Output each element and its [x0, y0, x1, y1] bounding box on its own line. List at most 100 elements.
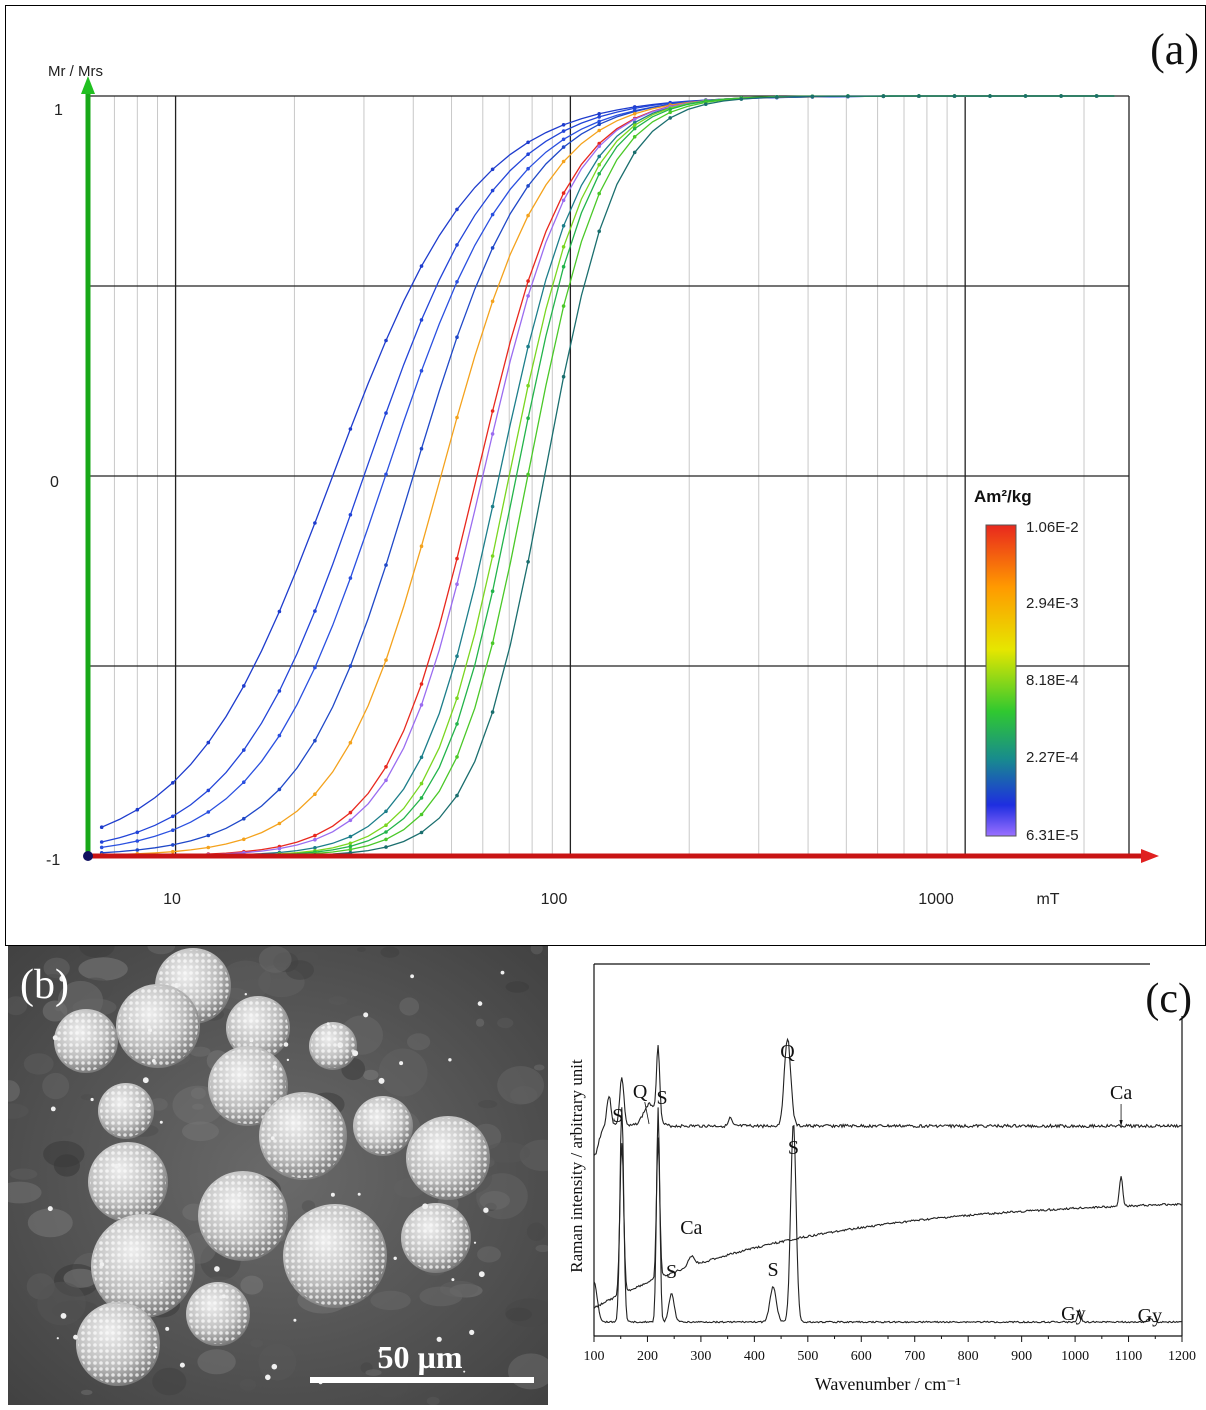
data-point — [455, 335, 459, 340]
spectrum-top — [593, 1037, 1183, 1156]
matrix-grain — [44, 974, 61, 981]
matrix-grain — [477, 1246, 501, 1263]
data-point — [206, 810, 211, 814]
colorbar-label: 2.94E-3 — [1026, 595, 1079, 612]
spectra — [593, 1037, 1183, 1324]
matrix-grain — [79, 946, 115, 958]
x-tick-label: 800 — [958, 1349, 979, 1364]
data-point — [348, 810, 353, 815]
y-axis-label: Raman intensity / arbitrary unit — [567, 1059, 586, 1273]
loose-microcrystal — [469, 1329, 475, 1335]
data-point — [490, 641, 495, 645]
framboid-microcrystals — [188, 1284, 248, 1344]
data-point — [242, 837, 246, 842]
data-point — [419, 318, 424, 322]
data-point — [384, 411, 388, 415]
data-point — [242, 780, 246, 784]
loose-microcrystal — [399, 1061, 404, 1066]
peak-label: S — [657, 1087, 668, 1109]
x-tick-label: 1000 — [1061, 1349, 1089, 1364]
data-point — [526, 416, 530, 421]
data-point — [206, 845, 211, 850]
peak-arrow — [644, 1101, 650, 1125]
data-point — [561, 191, 566, 195]
origin-dot — [83, 851, 93, 861]
data-point — [455, 582, 459, 586]
matrix-grain — [250, 1339, 263, 1348]
data-point — [313, 521, 317, 525]
data-point — [242, 684, 246, 688]
data-point — [490, 432, 495, 436]
loose-microcrystal — [473, 1241, 477, 1244]
data-point — [632, 150, 637, 155]
loose-microcrystal — [331, 1024, 335, 1027]
data-point — [490, 554, 495, 558]
matrix-grain — [407, 1033, 431, 1051]
data-point — [1094, 94, 1099, 98]
loose-microcrystal — [221, 1294, 226, 1299]
data-point — [455, 280, 459, 284]
colorbar-label: 8.18E-4 — [1026, 672, 1079, 689]
data-point — [561, 129, 566, 133]
matrix-grain — [357, 947, 366, 952]
scale-bar — [310, 1377, 534, 1383]
loose-microcrystal — [90, 1097, 94, 1102]
matrix-grain — [258, 946, 292, 973]
loose-microcrystal — [410, 974, 414, 979]
data-point — [526, 472, 530, 477]
loose-microcrystal — [99, 1262, 105, 1267]
matrix-grain — [78, 957, 128, 981]
data-point — [348, 576, 353, 580]
loose-microcrystal — [272, 1065, 277, 1070]
data-point — [384, 809, 388, 814]
loose-microcrystal — [50, 1106, 56, 1112]
loose-microcrystal — [477, 1001, 483, 1006]
data-point — [490, 409, 495, 413]
data-point — [455, 755, 459, 759]
data-point — [419, 264, 424, 268]
data-point — [455, 793, 459, 798]
x-tick-label: 700 — [904, 1349, 925, 1364]
matrix-grain — [363, 1069, 379, 1081]
data-point — [135, 839, 140, 843]
matrix-grain — [27, 1208, 73, 1238]
y-tick-label: -1 — [46, 852, 60, 869]
loose-microcrystal — [238, 1192, 242, 1195]
matrix-grain — [484, 1142, 531, 1163]
framboid-microcrystals — [78, 1304, 158, 1384]
matrix-grain — [43, 1140, 85, 1168]
data-point — [277, 787, 282, 792]
data-point — [419, 830, 424, 835]
matrix-grain — [80, 1389, 93, 1395]
data-point — [632, 117, 637, 122]
loose-microcrystal — [286, 1058, 290, 1062]
data-point — [526, 166, 530, 171]
data-point — [171, 781, 175, 785]
data-point — [490, 246, 495, 250]
data-point — [597, 172, 601, 176]
panel-c-label: (c) — [1145, 976, 1192, 1022]
data-point — [455, 415, 459, 420]
irm-markers — [99, 94, 1099, 829]
data-point — [597, 141, 601, 146]
data-point — [526, 213, 530, 218]
data-point — [1023, 94, 1028, 98]
loose-microcrystal — [142, 1077, 149, 1084]
matrix-grain — [426, 1396, 440, 1405]
loose-microcrystal — [244, 993, 247, 996]
data-point — [739, 97, 744, 101]
framboid-microcrystals — [408, 1118, 488, 1198]
data-point — [597, 122, 601, 127]
matrix-grain — [497, 1066, 544, 1105]
loose-microcrystal — [174, 983, 180, 988]
data-point — [419, 446, 424, 451]
data-point — [348, 847, 353, 852]
loose-microcrystal — [378, 1349, 382, 1353]
x-tick-label: 1100 — [1115, 1349, 1142, 1364]
loose-microcrystal — [271, 1363, 278, 1370]
data-point — [490, 589, 495, 593]
data-point — [455, 243, 459, 247]
data-point — [313, 665, 317, 670]
loose-microcrystal — [392, 1111, 395, 1114]
